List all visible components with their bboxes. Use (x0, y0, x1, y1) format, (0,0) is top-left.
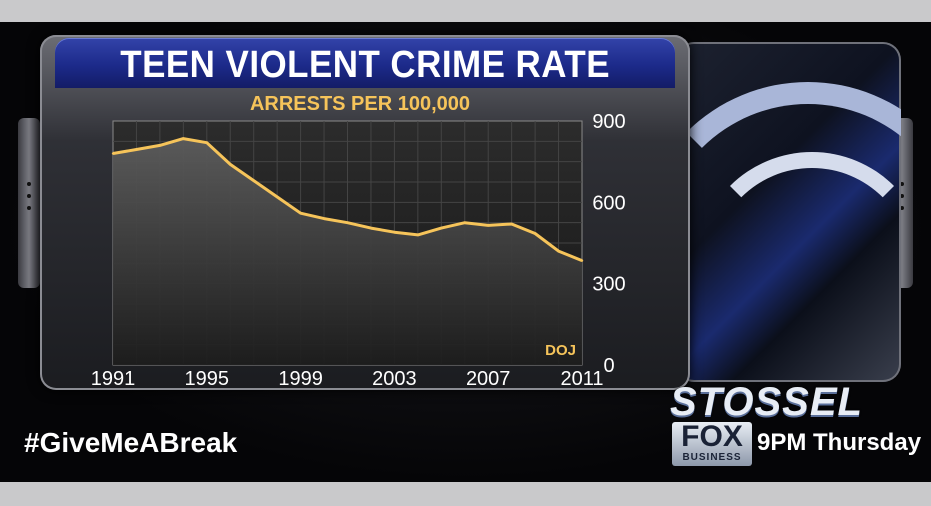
x-tick-label: 2003 (372, 368, 417, 390)
series-area-fill (113, 138, 582, 365)
y-axis-ticks: 0 300 600 900 (592, 111, 625, 377)
y-tick-label: 600 (592, 192, 625, 214)
data-point (393, 230, 396, 234)
data-point (463, 221, 466, 224)
data-point (510, 222, 513, 226)
data-point (369, 226, 373, 230)
data-point (275, 195, 279, 199)
x-axis-ticks: 1991 1995 1999 2003 2007 2011 (91, 368, 604, 390)
fox-logo: FOX (672, 422, 752, 466)
data-point (346, 221, 349, 224)
data-points (111, 137, 584, 262)
y-tick-label: 900 (592, 111, 625, 133)
data-point (322, 217, 326, 220)
data-point (229, 163, 232, 166)
data-point (252, 179, 255, 182)
data-point (299, 211, 302, 215)
x-tick-label: 2011 (560, 368, 603, 390)
data-point (533, 232, 537, 235)
data-point (487, 224, 490, 227)
stossel-logo: STOSSEL (670, 380, 863, 424)
data-point (440, 226, 443, 230)
data-point (111, 152, 115, 155)
x-tick-label: 1999 (278, 368, 323, 390)
fox-business-label: BUSINESS (682, 452, 742, 463)
left-bezel (18, 118, 40, 288)
bottom-letterbox (0, 482, 931, 506)
schedule-label: 9PM Thursday (757, 429, 922, 456)
chart-subtitle: ARRESTS PER 100,000 (249, 93, 471, 115)
data-point (416, 233, 420, 237)
data-point (580, 259, 584, 262)
x-tick-label: 2007 (466, 368, 511, 390)
data-point (205, 141, 208, 144)
title-bar: TEEN VIOLENT CRIME RATE (55, 38, 675, 88)
x-tick-label: 1995 (185, 368, 230, 390)
data-point (135, 148, 138, 151)
y-tick-label: 0 (603, 355, 614, 377)
top-letterbox (0, 0, 931, 22)
data-point (158, 144, 162, 147)
data-point (557, 249, 560, 253)
source-label: DOJ (545, 342, 576, 359)
x-tick-label: 1991 (91, 368, 136, 390)
decorative-logo-panel (676, 42, 901, 382)
y-tick-label: 300 (592, 274, 625, 296)
hashtag-label: #GiveMeABreak (24, 427, 238, 458)
chart-title: TEEN VIOLENT CRIME RATE (120, 44, 610, 86)
data-point (182, 137, 185, 140)
